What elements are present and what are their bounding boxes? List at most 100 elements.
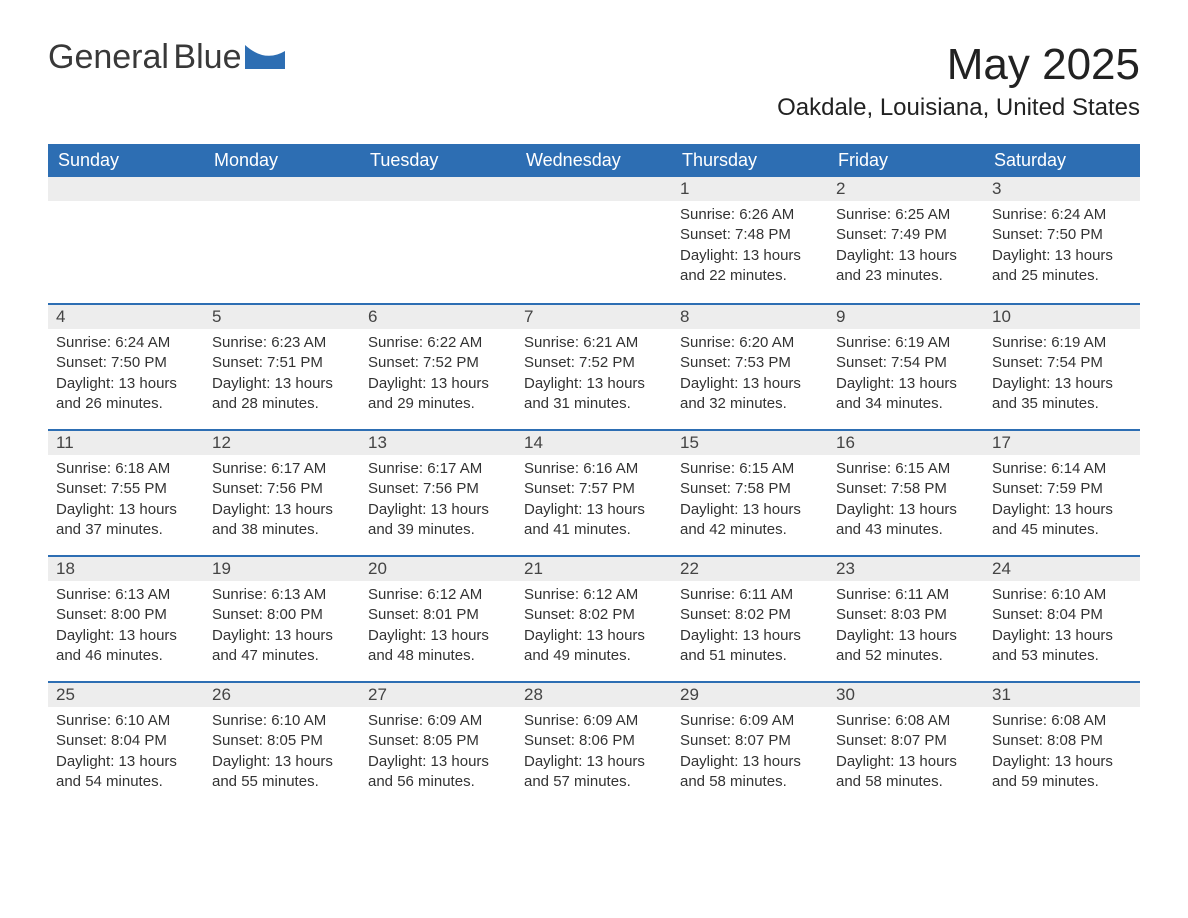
daylight-line: Daylight: 13 hours and 48 minutes.: [368, 626, 508, 667]
weekday-header: Thursday: [672, 144, 828, 177]
day-details: Sunrise: 6:10 AMSunset: 8:05 PMDaylight:…: [204, 707, 360, 800]
sunrise-line: Sunrise: 6:11 AM: [680, 585, 820, 605]
day-number: 29: [672, 681, 828, 707]
calendar-cell: 21Sunrise: 6:12 AMSunset: 8:02 PMDayligh…: [516, 555, 672, 681]
daylight-line: Daylight: 13 hours and 58 minutes.: [836, 752, 976, 793]
sunrise-line: Sunrise: 6:08 AM: [992, 711, 1132, 731]
day-number: 3: [984, 177, 1140, 201]
sunrise-line: Sunrise: 6:17 AM: [212, 459, 352, 479]
calendar-cell: 25Sunrise: 6:10 AMSunset: 8:04 PMDayligh…: [48, 681, 204, 807]
sunset-line: Sunset: 8:00 PM: [212, 605, 352, 625]
sunrise-line: Sunrise: 6:17 AM: [368, 459, 508, 479]
day-details: Sunrise: 6:26 AMSunset: 7:48 PMDaylight:…: [672, 201, 828, 294]
sunrise-line: Sunrise: 6:26 AM: [680, 205, 820, 225]
sunrise-line: Sunrise: 6:22 AM: [368, 333, 508, 353]
month-title: May 2025: [777, 40, 1140, 90]
day-number: 15: [672, 429, 828, 455]
day-number: 11: [48, 429, 204, 455]
day-details: Sunrise: 6:23 AMSunset: 7:51 PMDaylight:…: [204, 329, 360, 422]
sunset-line: Sunset: 7:54 PM: [992, 353, 1132, 373]
sunrise-line: Sunrise: 6:21 AM: [524, 333, 664, 353]
daynum-bar-empty: [516, 177, 672, 201]
calendar-cell: [360, 177, 516, 303]
sunset-line: Sunset: 7:57 PM: [524, 479, 664, 499]
calendar-cell: 3Sunrise: 6:24 AMSunset: 7:50 PMDaylight…: [984, 177, 1140, 303]
weekday-header: Saturday: [984, 144, 1140, 177]
day-details: Sunrise: 6:17 AMSunset: 7:56 PMDaylight:…: [360, 455, 516, 548]
sunset-line: Sunset: 8:04 PM: [56, 731, 196, 751]
calendar-cell: [204, 177, 360, 303]
day-details: Sunrise: 6:11 AMSunset: 8:03 PMDaylight:…: [828, 581, 984, 674]
calendar-cell: 31Sunrise: 6:08 AMSunset: 8:08 PMDayligh…: [984, 681, 1140, 807]
day-number: 31: [984, 681, 1140, 707]
calendar-cell: 24Sunrise: 6:10 AMSunset: 8:04 PMDayligh…: [984, 555, 1140, 681]
day-details: Sunrise: 6:19 AMSunset: 7:54 PMDaylight:…: [828, 329, 984, 422]
brand-logo: General Blue: [48, 40, 285, 74]
day-number: 9: [828, 303, 984, 329]
sunrise-line: Sunrise: 6:08 AM: [836, 711, 976, 731]
sunset-line: Sunset: 7:52 PM: [368, 353, 508, 373]
sunrise-line: Sunrise: 6:19 AM: [836, 333, 976, 353]
daylight-line: Daylight: 13 hours and 22 minutes.: [680, 246, 820, 287]
calendar-cell: 16Sunrise: 6:15 AMSunset: 7:58 PMDayligh…: [828, 429, 984, 555]
day-number: 18: [48, 555, 204, 581]
day-number: 28: [516, 681, 672, 707]
daylight-line: Daylight: 13 hours and 29 minutes.: [368, 374, 508, 415]
sunset-line: Sunset: 8:02 PM: [524, 605, 664, 625]
day-details: Sunrise: 6:25 AMSunset: 7:49 PMDaylight:…: [828, 201, 984, 294]
calendar-cell: 9Sunrise: 6:19 AMSunset: 7:54 PMDaylight…: [828, 303, 984, 429]
calendar-cell: [48, 177, 204, 303]
day-details: Sunrise: 6:15 AMSunset: 7:58 PMDaylight:…: [672, 455, 828, 548]
sunrise-line: Sunrise: 6:09 AM: [524, 711, 664, 731]
day-number: 19: [204, 555, 360, 581]
day-details: Sunrise: 6:20 AMSunset: 7:53 PMDaylight:…: [672, 329, 828, 422]
day-details: Sunrise: 6:09 AMSunset: 8:05 PMDaylight:…: [360, 707, 516, 800]
daylight-line: Daylight: 13 hours and 25 minutes.: [992, 246, 1132, 287]
sunset-line: Sunset: 7:50 PM: [992, 225, 1132, 245]
daylight-line: Daylight: 13 hours and 57 minutes.: [524, 752, 664, 793]
weekday-header: Monday: [204, 144, 360, 177]
sunrise-line: Sunrise: 6:10 AM: [212, 711, 352, 731]
sunrise-line: Sunrise: 6:09 AM: [368, 711, 508, 731]
day-details: Sunrise: 6:15 AMSunset: 7:58 PMDaylight:…: [828, 455, 984, 548]
day-number: 17: [984, 429, 1140, 455]
sunset-line: Sunset: 8:04 PM: [992, 605, 1132, 625]
sunset-line: Sunset: 8:07 PM: [680, 731, 820, 751]
day-details: Sunrise: 6:19 AMSunset: 7:54 PMDaylight:…: [984, 329, 1140, 422]
sunrise-line: Sunrise: 6:13 AM: [212, 585, 352, 605]
day-details: Sunrise: 6:12 AMSunset: 8:02 PMDaylight:…: [516, 581, 672, 674]
flag-icon: [245, 45, 285, 69]
title-block: May 2025 Oakdale, Louisiana, United Stat…: [777, 40, 1140, 136]
day-number: 23: [828, 555, 984, 581]
sunrise-line: Sunrise: 6:14 AM: [992, 459, 1132, 479]
daynum-bar-empty: [204, 177, 360, 201]
calendar-cell: 14Sunrise: 6:16 AMSunset: 7:57 PMDayligh…: [516, 429, 672, 555]
sunrise-line: Sunrise: 6:15 AM: [836, 459, 976, 479]
calendar-cell: 1Sunrise: 6:26 AMSunset: 7:48 PMDaylight…: [672, 177, 828, 303]
sunrise-line: Sunrise: 6:18 AM: [56, 459, 196, 479]
sunrise-line: Sunrise: 6:12 AM: [524, 585, 664, 605]
location: Oakdale, Louisiana, United States: [777, 94, 1140, 122]
daylight-line: Daylight: 13 hours and 34 minutes.: [836, 374, 976, 415]
sunset-line: Sunset: 7:51 PM: [212, 353, 352, 373]
daylight-line: Daylight: 13 hours and 53 minutes.: [992, 626, 1132, 667]
day-number: 8: [672, 303, 828, 329]
calendar-cell: 29Sunrise: 6:09 AMSunset: 8:07 PMDayligh…: [672, 681, 828, 807]
day-number: 2: [828, 177, 984, 201]
brand-name-2: Blue: [173, 38, 241, 76]
calendar-cell: 27Sunrise: 6:09 AMSunset: 8:05 PMDayligh…: [360, 681, 516, 807]
daylight-line: Daylight: 13 hours and 31 minutes.: [524, 374, 664, 415]
day-number: 27: [360, 681, 516, 707]
daylight-line: Daylight: 13 hours and 43 minutes.: [836, 500, 976, 541]
day-details: Sunrise: 6:09 AMSunset: 8:06 PMDaylight:…: [516, 707, 672, 800]
daylight-line: Daylight: 13 hours and 28 minutes.: [212, 374, 352, 415]
calendar-cell: 28Sunrise: 6:09 AMSunset: 8:06 PMDayligh…: [516, 681, 672, 807]
sunrise-line: Sunrise: 6:23 AM: [212, 333, 352, 353]
sunset-line: Sunset: 8:07 PM: [836, 731, 976, 751]
calendar-cell: 12Sunrise: 6:17 AMSunset: 7:56 PMDayligh…: [204, 429, 360, 555]
sunset-line: Sunset: 7:49 PM: [836, 225, 976, 245]
header: General Blue May 2025 Oakdale, Louisiana…: [48, 40, 1140, 136]
sunset-line: Sunset: 8:03 PM: [836, 605, 976, 625]
daylight-line: Daylight: 13 hours and 54 minutes.: [56, 752, 196, 793]
daylight-line: Daylight: 13 hours and 46 minutes.: [56, 626, 196, 667]
